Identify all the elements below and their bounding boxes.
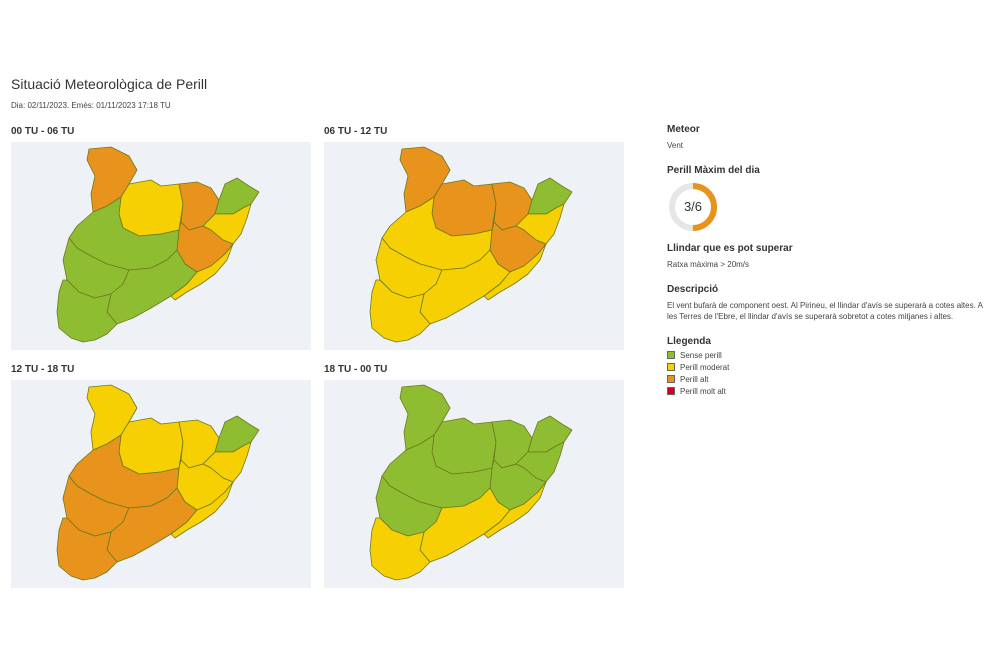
- map-panel-4: [324, 380, 624, 588]
- region-girona-north: [214, 415, 260, 453]
- legend-item-molt-alt: Perill molt alt: [667, 386, 992, 396]
- gauge-value: 3/6: [683, 199, 703, 214]
- legend-swatch: [667, 363, 675, 371]
- legend-heading: Llegenda: [667, 336, 711, 347]
- region-barcelona-coast: [483, 243, 547, 301]
- region-pyrenees-central: [431, 417, 497, 475]
- legend-label: Perill molt alt: [680, 386, 726, 396]
- region-ebre: [56, 517, 118, 581]
- legend-item-alt: Perill alt: [667, 374, 992, 384]
- region-barcelona-coast: [170, 243, 234, 301]
- meteor-value: Vent: [667, 141, 684, 150]
- description-heading: Descripció: [667, 284, 719, 295]
- panel-label-3: 12 TU - 18 TU: [11, 364, 75, 375]
- legend-item-moderat: Perill moderat: [667, 362, 992, 372]
- gauge-arc: [669, 183, 717, 231]
- legend-label: Perill alt: [680, 374, 709, 384]
- region-pyrenees-central: [118, 417, 184, 475]
- legend-swatch: [667, 387, 675, 395]
- panel-label-2: 06 TU - 12 TU: [324, 126, 388, 137]
- region-barcelona-coast: [170, 481, 234, 539]
- legend-item-sense: Sense perill: [667, 350, 992, 360]
- panel-label-1: 00 TU - 06 TU: [11, 126, 75, 137]
- legend: Sense perill Perill moderat Perill alt P…: [667, 350, 992, 396]
- legend-swatch: [667, 375, 675, 383]
- issue-date: Dia: 02/11/2023. Emès: 01/11/2023 17:18 …: [11, 101, 171, 110]
- threshold-value: Ratxa màxima > 20m/s: [667, 260, 750, 269]
- region-ebre: [56, 279, 118, 343]
- threshold-heading: Llindar que es pot superar: [667, 243, 793, 254]
- region-girona-north: [527, 415, 573, 453]
- max-danger-heading: Perill Màxim del dia: [667, 165, 760, 176]
- danger-gauge: 3/6: [667, 181, 719, 233]
- legend-swatch: [667, 351, 675, 359]
- legend-label: Perill moderat: [680, 362, 730, 372]
- region-pyrenees-central: [431, 179, 497, 237]
- region-ebre: [369, 279, 431, 343]
- page-title: Situació Meteorològica de Perill: [11, 76, 208, 92]
- region-girona-north: [214, 177, 260, 215]
- map-panel-2: [324, 142, 624, 350]
- panel-label-4: 18 TU - 00 TU: [324, 364, 388, 375]
- info-sidebar: Meteor Vent Perill Màxim del dia 3/6 Lli…: [667, 124, 992, 396]
- map-panel-1: [11, 142, 311, 350]
- map-panel-3: [11, 380, 311, 588]
- region-barcelona-coast: [483, 481, 547, 539]
- region-ebre: [369, 517, 431, 581]
- description-text: El vent bufarà de component oest. Al Pir…: [667, 301, 983, 321]
- region-girona-north: [527, 177, 573, 215]
- legend-label: Sense perill: [680, 350, 722, 360]
- meteor-heading: Meteor: [667, 124, 700, 135]
- region-pyrenees-central: [118, 179, 184, 237]
